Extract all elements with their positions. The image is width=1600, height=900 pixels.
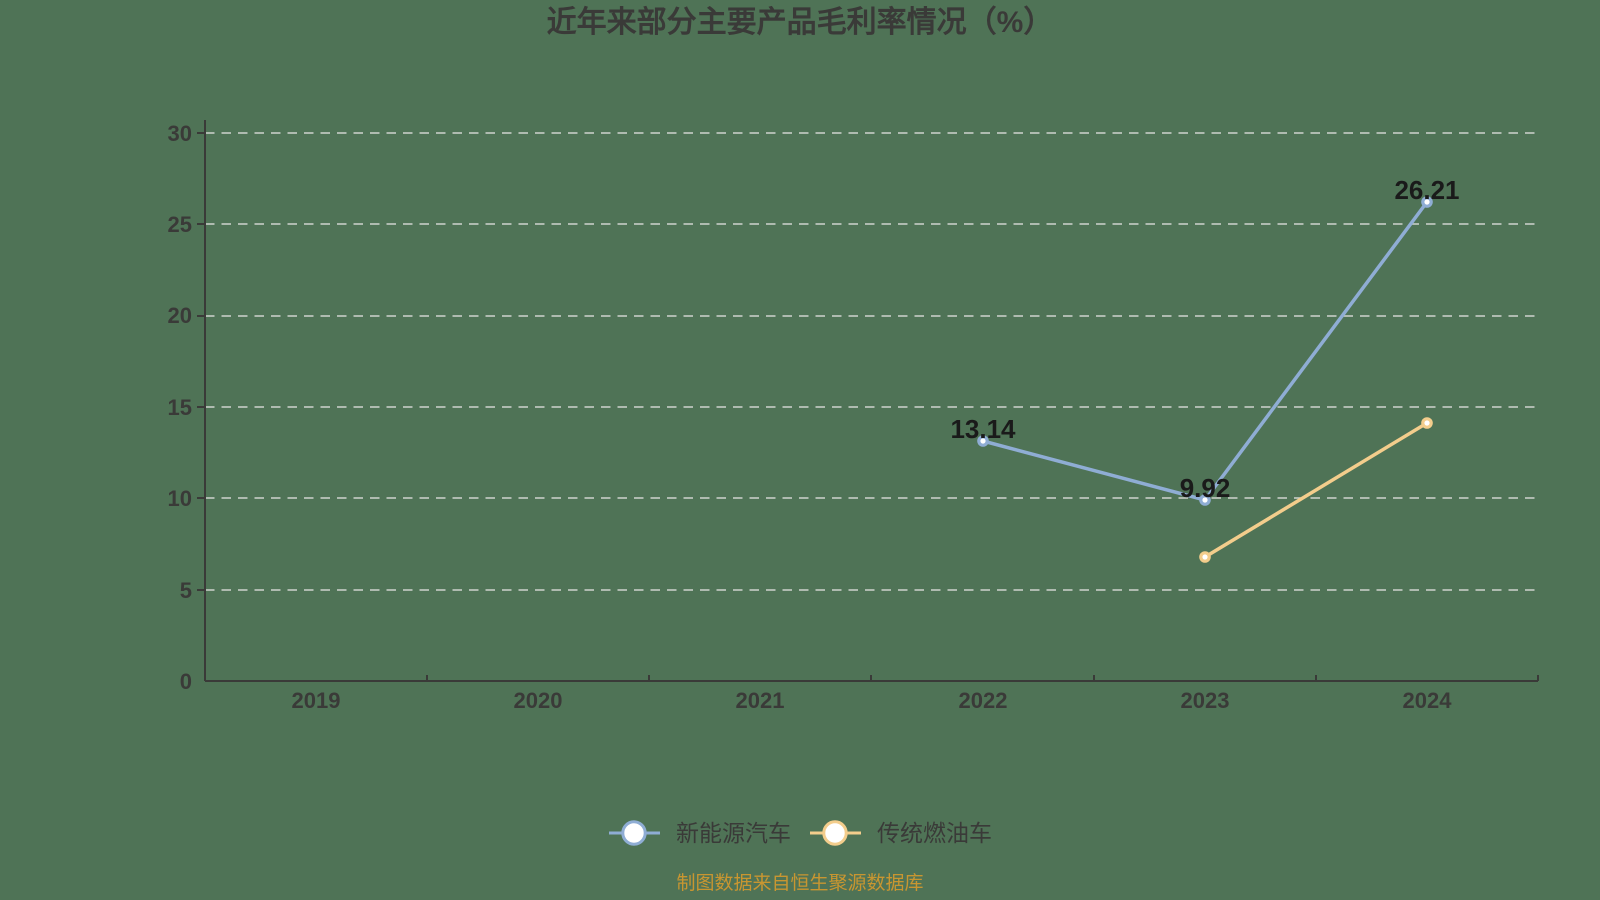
svg-text:5: 5 xyxy=(180,578,192,603)
svg-text:15: 15 xyxy=(168,395,192,420)
svg-text:9.92: 9.92 xyxy=(1180,473,1231,503)
svg-text:2019: 2019 xyxy=(292,688,341,713)
svg-text:传统燃油车: 传统燃油车 xyxy=(877,820,992,846)
svg-text:制图数据来自恒生聚源数据库: 制图数据来自恒生聚源数据库 xyxy=(676,872,923,894)
svg-text:20: 20 xyxy=(168,303,192,328)
svg-text:2022: 2022 xyxy=(959,688,1008,713)
svg-text:25: 25 xyxy=(168,212,192,237)
svg-text:2020: 2020 xyxy=(514,688,563,713)
svg-text:2021: 2021 xyxy=(736,688,785,713)
svg-text:13.14: 13.14 xyxy=(950,414,1016,444)
svg-text:新能源汽车: 新能源汽车 xyxy=(676,820,791,846)
svg-text:2023: 2023 xyxy=(1181,688,1230,713)
svg-text:10: 10 xyxy=(168,486,192,511)
svg-text:30: 30 xyxy=(168,121,192,146)
svg-text:0: 0 xyxy=(180,669,192,694)
svg-text:近年来部分主要产品毛利率情况（%）: 近年来部分主要产品毛利率情况（%） xyxy=(547,5,1054,39)
svg-text:26.21: 26.21 xyxy=(1394,175,1459,205)
svg-text:2024: 2024 xyxy=(1403,688,1453,713)
